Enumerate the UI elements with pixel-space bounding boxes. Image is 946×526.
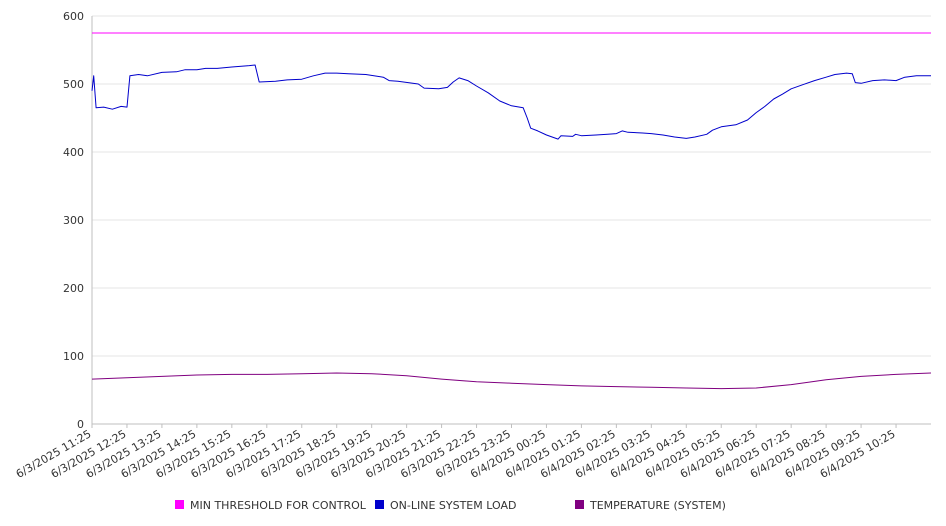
legend: MIN THRESHOLD FOR CONTROL ON-LINE SYSTEM … (175, 499, 726, 512)
y-tick-label: 0 (77, 418, 84, 431)
legend-label: ON-LINE SYSTEM LOAD (390, 499, 516, 512)
legend-swatch (575, 500, 584, 509)
legend-label: TEMPERATURE (SYSTEM) (589, 499, 726, 512)
series-lines (91, 32, 932, 390)
series-line-2 (91, 64, 931, 140)
y-tick-label: 500 (63, 78, 84, 91)
y-tick-label: 200 (63, 282, 84, 295)
y-tick-label: 100 (63, 350, 84, 363)
y-tick-label: 600 (63, 10, 84, 23)
series-line-3 (91, 372, 932, 390)
legend-label: MIN THRESHOLD FOR CONTROL (190, 499, 367, 512)
y-tick-labels: 0 100 200 300 400 500 600 (63, 10, 84, 431)
y-tick-label: 400 (63, 146, 84, 159)
gridlines (92, 15, 931, 357)
y-tick-label: 300 (63, 214, 84, 227)
legend-swatch (175, 500, 184, 509)
legend-swatch (375, 500, 384, 509)
